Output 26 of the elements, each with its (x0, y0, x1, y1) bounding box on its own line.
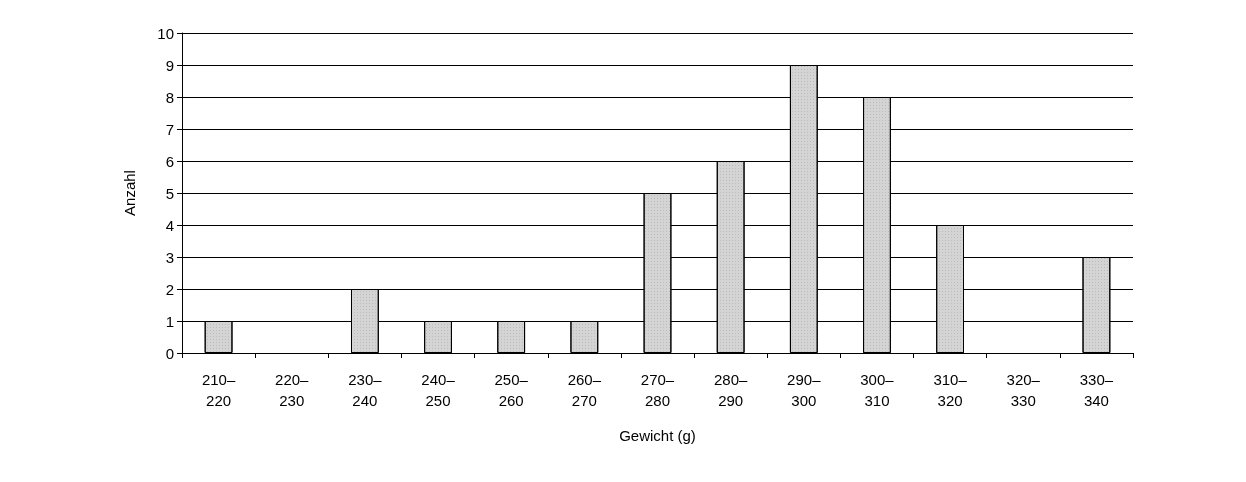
y-tick-label: 2 (165, 280, 174, 298)
y-tick-label: 6 (165, 152, 174, 170)
y-tick-label: 10 (157, 24, 174, 42)
x-tick-label: 270–280 (640, 371, 675, 409)
x-tick-label: 310–320 (933, 371, 968, 409)
y-axis-title: Anzahl (121, 170, 138, 216)
x-tick-label: 300–310 (860, 371, 895, 409)
y-tick-label: 4 (165, 216, 174, 234)
x-tick-label: 240–250 (421, 371, 456, 409)
x-tick-label: 280–290 (713, 371, 748, 409)
y-tick-label: 5 (165, 184, 174, 202)
x-tick-label: 320–330 (1006, 371, 1041, 409)
x-tick-label: 250–260 (494, 371, 529, 409)
x-tick-label: 230–240 (348, 371, 383, 409)
x-tick-label: 220–230 (275, 371, 310, 409)
x-tick-label: 330–340 (1079, 371, 1114, 409)
x-axis-title: Gewicht (g) (619, 427, 696, 444)
x-tick-label: 210–220 (201, 371, 236, 409)
y-tick-label: 1 (165, 312, 174, 330)
x-tick-label: 260–270 (567, 371, 602, 409)
y-tick-label: 8 (165, 88, 174, 106)
x-tick-label: 290–300 (787, 371, 822, 409)
y-tick-label: 0 (165, 344, 174, 362)
y-tick-label: 7 (165, 120, 174, 138)
y-tick-label: 3 (165, 248, 174, 266)
y-tick-label: 9 (165, 56, 174, 74)
